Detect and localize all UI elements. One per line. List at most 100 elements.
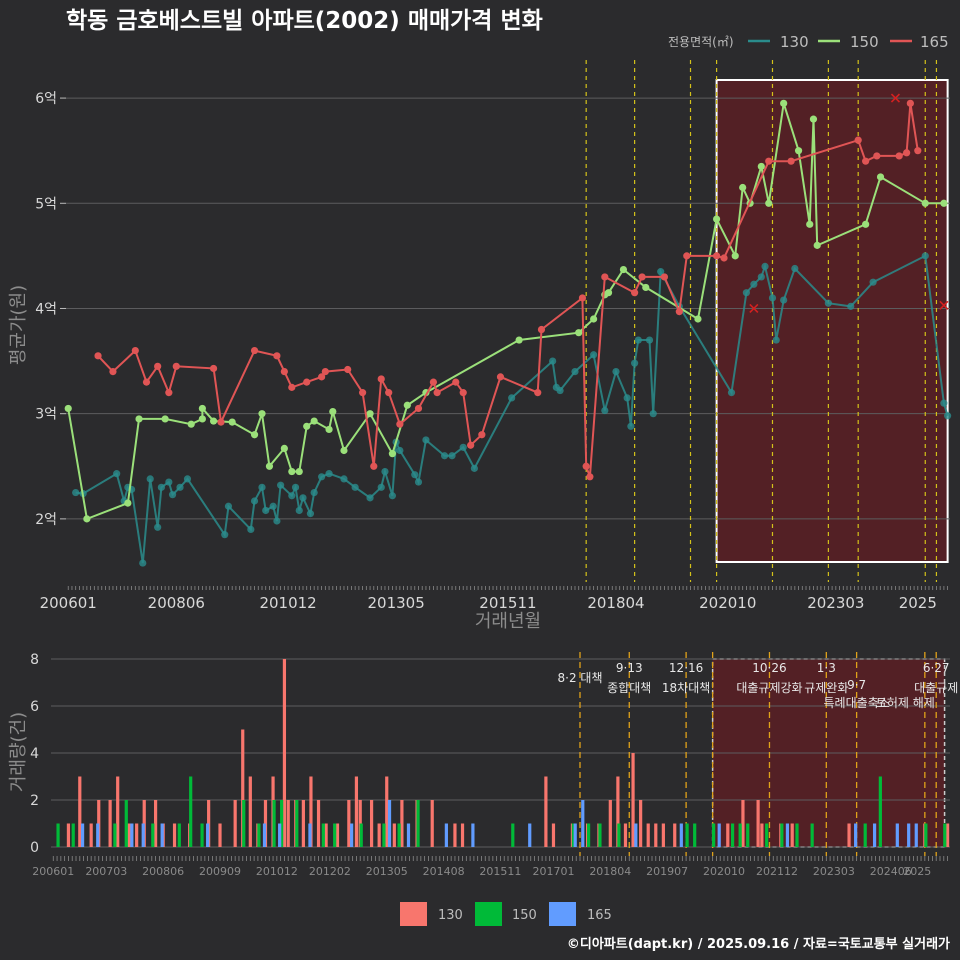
data-point-150 [757,162,765,171]
data-point-130 [791,264,799,273]
price-x-tick-label: 200806 [148,594,205,612]
data-point-165 [601,273,609,281]
volume-x-tick-label: 201907 [646,865,688,878]
data-point-130 [422,436,430,444]
volume-bar-150 [177,823,181,847]
data-point-150 [209,417,218,425]
data-point-150 [83,515,91,523]
price-y-tick-label: 3억 [35,407,57,423]
data-point-165 [895,152,903,160]
data-point-130 [459,443,467,451]
data-point-130 [377,483,385,491]
volume-bar-165 [573,823,577,847]
volume-bar-165 [130,823,134,847]
data-point-150 [198,404,206,413]
volume-bar-130 [608,800,612,847]
data-point-165 [467,441,475,449]
data-point-150 [388,450,397,458]
data-point-150 [780,99,788,107]
volume-bar-150 [943,823,947,847]
data-point-165 [321,368,329,376]
bottom-legend-label-130: 130 [438,908,463,923]
volume-bar-130 [316,800,321,847]
volume-bar-150 [56,823,60,847]
volume-bar-130 [78,776,82,847]
volume-x-tick-label: 201305 [366,865,408,878]
data-point-130 [627,422,635,430]
data-point-130 [366,494,374,502]
data-point-130 [757,273,765,281]
data-point-165 [359,389,367,397]
data-point-150 [228,418,236,426]
data-point-130 [306,510,315,518]
volume-bar-150 [280,800,284,847]
price-y-tick-label: 5억 [35,196,57,212]
volume-bar-130 [369,800,374,847]
volume-bar-130 [639,800,643,847]
data-point-130 [396,446,404,455]
data-point-165 [586,473,594,481]
data-point-150 [765,199,773,207]
data-point-130 [224,502,233,510]
volume-bar-150 [746,823,750,847]
policy-annotation: 특례대출축소 [824,696,890,710]
cancelled-marker [890,93,901,103]
data-point-150 [265,462,274,470]
data-point-150 [694,315,702,323]
volume-bar-150 [382,823,386,847]
data-point-165 [370,462,378,470]
data-point-165 [377,375,385,383]
price-y-tick-label: 4억 [35,301,57,317]
data-point-165 [765,157,773,165]
data-point-150 [187,420,195,428]
data-point-130 [299,494,307,502]
data-point-165 [537,325,546,334]
data-point-165 [165,389,173,397]
volume-bar-150 [113,823,117,847]
volume-bar-130 [673,823,677,847]
volume-x-tick-label: 200703 [85,865,127,878]
volume-bar-150 [924,823,928,847]
volume-bar-165 [350,823,354,847]
volume-bar-150 [242,800,246,847]
data-point-130 [221,531,229,539]
data-point-130 [772,336,780,344]
data-point-150 [590,315,598,323]
policy-annotation: 9·7 [847,678,866,692]
data-point-130 [601,406,609,415]
data-point-165 [385,389,393,397]
data-point-130 [157,483,165,491]
volume-x-tick-label: 201804 [589,865,631,878]
volume-x-tick-label: 200909 [199,865,241,878]
volume-bar-130 [654,823,658,847]
data-point-130 [340,475,348,483]
volume-bar-130 [354,776,359,847]
volume-bar-150 [124,800,128,847]
data-point-150 [515,336,523,344]
chart-title: 학동 금호베스트빌 아파트(2002) 매매가격 변화 [66,8,543,34]
price-y-axis-title: 평균가(원) [8,285,29,365]
data-point-165 [288,383,296,391]
volume-bar-165 [679,823,683,847]
volume-bar-130 [551,823,556,847]
data-point-130 [318,473,326,481]
data-point-165 [303,378,311,386]
data-point-165 [578,294,587,302]
data-point-130 [273,517,281,525]
volume-bar-165 [854,823,858,847]
data-point-130 [310,488,318,497]
price-chart: 2억 3억 4억 5억 6억 200601 200806 201012 201305 201511… [35,60,952,612]
data-point-150 [642,283,650,292]
price-x-tick-label: 202303 [807,594,864,612]
data-point-130 [183,475,192,483]
data-point-165 [280,368,288,376]
data-point-165 [660,273,669,281]
cancelled-marker [939,300,949,310]
data-point-150 [288,467,296,476]
top-legend-label-130: 130 [780,33,809,51]
data-point-165 [414,404,423,413]
volume-bar-130 [377,823,381,847]
data-point-150 [303,422,311,430]
volume-bar-150 [511,823,515,847]
